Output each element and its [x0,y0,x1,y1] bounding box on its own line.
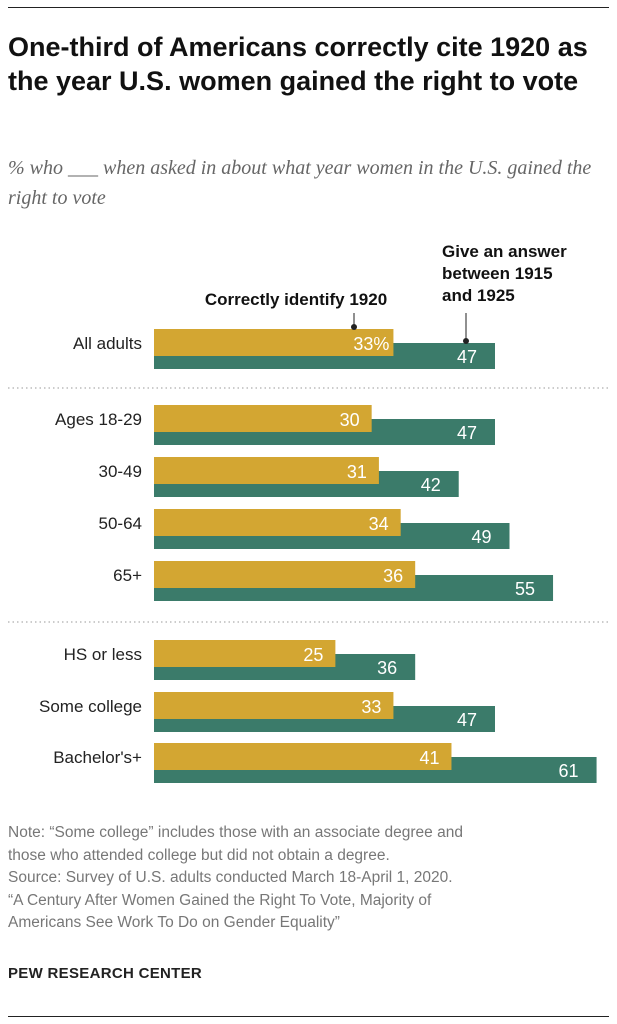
bar-correct [154,509,401,536]
category-label: HS or less [64,645,142,664]
legend-leader-dot [351,324,357,330]
report-line: Americans See Work To Do on Gender Equal… [8,914,340,931]
bar-correct [154,743,452,770]
top-rule [8,7,609,8]
bar-correct [154,692,394,719]
report-line: “A Century After Women Gained the Right … [8,891,432,909]
legend-leader-dot [463,338,469,344]
bar-chart: Correctly identify 1920 Give an answer bet… [8,242,609,783]
chart-title: One-third of Americans correctly cite 19… [8,32,588,96]
bar-correct [154,457,379,484]
notes: Note: “Some college” includes those with… [8,822,608,935]
data-label-correct: 41 [419,748,439,768]
data-label-correct: 33% [353,334,389,354]
data-label-correct: 30 [340,410,360,430]
note-line: those who attended college but did not o… [8,846,390,864]
data-label-range: 61 [559,761,579,781]
chart-subtitle: % who ___ when asked in about what year … [8,157,592,209]
bar-correct [154,561,416,588]
data-label-correct: 31 [347,462,367,482]
bottom-rule [8,1016,609,1017]
data-label-range: 47 [457,710,477,730]
data-label-range: 36 [377,658,397,678]
legend-label-range: and 1925 [442,286,515,305]
data-label-correct: 25 [303,645,323,665]
data-label-correct: 34 [369,514,389,534]
category-label: Ages 18-29 [55,410,142,429]
org-logo-text: PEW RESEARCH CENTER [8,965,203,982]
category-label: Bachelor's+ [53,748,142,767]
category-label: 30-49 [99,462,142,481]
category-label: Some college [39,697,142,716]
note-line: Note: “Some college” includes those with… [8,824,463,841]
bar-correct [154,329,394,356]
category-label: All adults [73,334,142,353]
legend-label-range: between 1915 [442,264,553,283]
source-line: Source: Survey of U.S. adults conducted … [8,869,453,886]
data-label-range: 49 [471,527,491,547]
data-label-range: 47 [457,423,477,443]
category-label: 65+ [113,566,142,585]
data-label-range: 47 [457,347,477,367]
data-label-correct: 36 [383,566,403,586]
data-label-correct: 33 [361,697,381,717]
legend-label-range: Give an answer [442,242,567,261]
legend-label-correct: Correctly identify 1920 [205,290,387,309]
bar-correct [154,405,372,432]
category-label: 50-64 [99,514,142,533]
data-label-range: 55 [515,579,535,599]
data-label-range: 42 [421,475,441,495]
bar-correct [154,640,336,667]
